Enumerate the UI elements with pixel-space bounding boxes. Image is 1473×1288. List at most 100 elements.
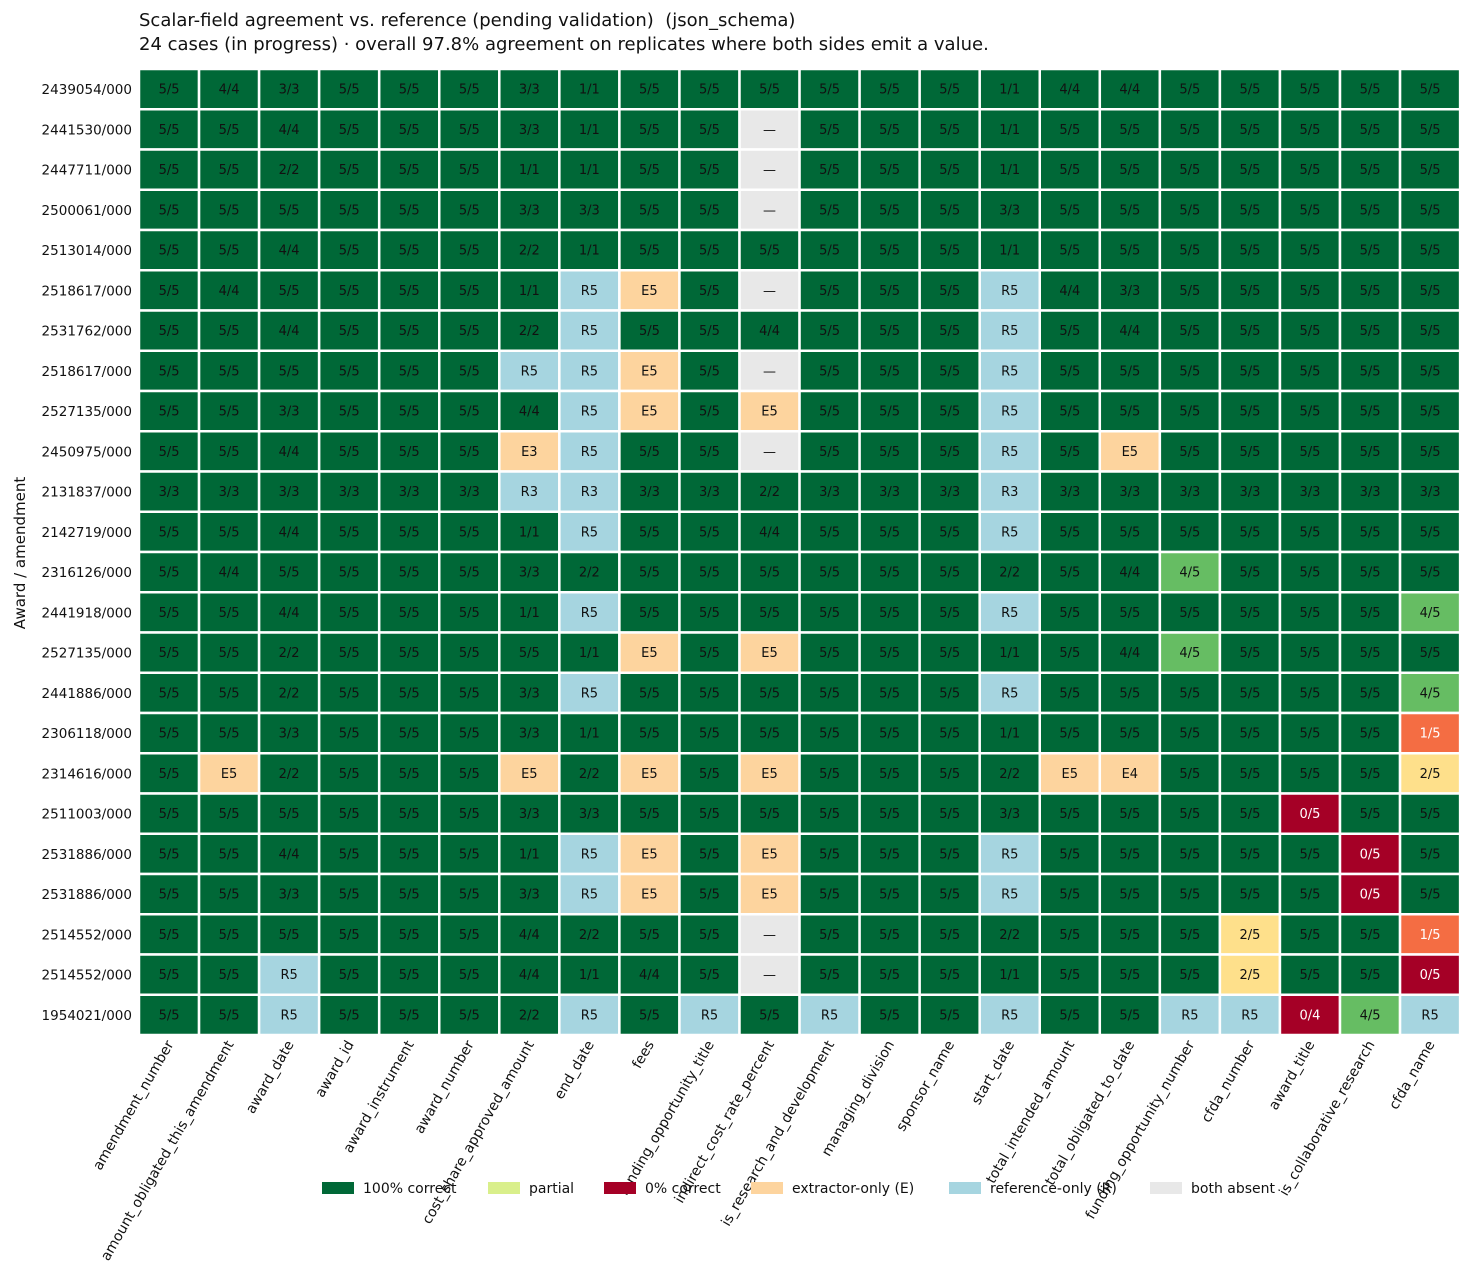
cell-label: 5/5 bbox=[1119, 807, 1140, 822]
cell-label: 5/5 bbox=[219, 928, 240, 943]
cell-label: E5 bbox=[641, 847, 658, 862]
cell-label: 5/5 bbox=[1179, 767, 1200, 782]
cell-label: 4/4 bbox=[519, 968, 540, 983]
cell-label: R5 bbox=[581, 1008, 598, 1023]
cell-label: R5 bbox=[280, 1008, 297, 1023]
cell-label: 3/3 bbox=[579, 203, 600, 218]
cell-label: 5/5 bbox=[159, 566, 180, 581]
cell-label: 5/5 bbox=[1239, 606, 1260, 621]
heatmap-cell bbox=[1218, 671, 1282, 715]
cell-label: R5 bbox=[1001, 324, 1018, 339]
cell-label: 5/5 bbox=[879, 928, 900, 943]
heatmap-cell bbox=[798, 913, 861, 956]
cell-label: 5/5 bbox=[1239, 847, 1260, 862]
heatmap-cell bbox=[438, 993, 501, 1037]
cell-label: 5/5 bbox=[1420, 807, 1441, 822]
heatmap-cell bbox=[1098, 953, 1162, 996]
heatmap-cell bbox=[498, 832, 561, 876]
cell-label: 3/3 bbox=[1360, 485, 1381, 500]
cell-label: 5/5 bbox=[1300, 566, 1321, 581]
column-label: award_date bbox=[243, 1038, 298, 1117]
cell-label: 5/5 bbox=[219, 203, 240, 218]
cell-label: 3/3 bbox=[459, 485, 480, 500]
heatmap-cell bbox=[257, 67, 321, 111]
cell-label: 5/5 bbox=[639, 525, 660, 540]
heatmap-cell bbox=[1218, 953, 1282, 996]
heatmap-cell bbox=[317, 228, 381, 272]
cell-label: 2/2 bbox=[519, 244, 540, 259]
cell-label: 5/5 bbox=[1059, 525, 1080, 540]
cell-label: 3/3 bbox=[279, 727, 300, 742]
cell-label: 5/5 bbox=[699, 405, 720, 420]
heatmap-cell bbox=[438, 550, 501, 594]
legend-swatch bbox=[1150, 1182, 1182, 1194]
cell-label: 5/5 bbox=[879, 163, 900, 178]
cell-label: 5/5 bbox=[1119, 163, 1140, 178]
heatmap-cell bbox=[618, 872, 681, 916]
heatmap-cell bbox=[858, 349, 921, 393]
cell-label: 5/5 bbox=[399, 163, 420, 178]
cell-label: 5/5 bbox=[879, 405, 900, 420]
cell-label: 5/5 bbox=[159, 767, 180, 782]
heatmap-cell bbox=[438, 671, 501, 715]
cell-label: 5/5 bbox=[759, 83, 780, 98]
cell-label: 5/5 bbox=[819, 244, 840, 259]
heatmap-cell bbox=[498, 349, 561, 393]
cell-label: 4/4 bbox=[1119, 566, 1140, 581]
cell-label: 5/5 bbox=[1300, 606, 1321, 621]
cell-label: 5/5 bbox=[879, 727, 900, 742]
cell-label: 0/4 bbox=[1300, 1008, 1321, 1023]
cell-label: 5/5 bbox=[1360, 163, 1381, 178]
heatmap-cell bbox=[678, 711, 741, 755]
cell-label: 5/5 bbox=[1179, 445, 1200, 460]
cell-label: 5/5 bbox=[339, 123, 360, 138]
heatmap-cell bbox=[137, 913, 201, 956]
cell-label: R5 bbox=[1001, 364, 1018, 379]
heatmap-cell bbox=[558, 349, 621, 393]
cell-label: 5/5 bbox=[1420, 163, 1441, 178]
heatmap-cell bbox=[558, 832, 621, 876]
cell-label: 5/5 bbox=[699, 123, 720, 138]
cell-label: 5/5 bbox=[1239, 284, 1260, 299]
cell-label: 1/1 bbox=[579, 968, 600, 983]
heatmap-cell bbox=[1158, 752, 1222, 795]
heatmap-cell bbox=[317, 389, 381, 433]
row-label: 2131837/000 bbox=[42, 485, 132, 501]
cell-label: 5/5 bbox=[759, 686, 780, 701]
heatmap-cell bbox=[1338, 389, 1402, 433]
heatmap-cell bbox=[1398, 269, 1462, 312]
cell-label: 5/5 bbox=[1360, 324, 1381, 339]
cell-label: 5/5 bbox=[339, 364, 360, 379]
row-label: 2518617/000 bbox=[42, 364, 132, 380]
cell-label: 5/5 bbox=[1300, 727, 1321, 742]
legend-swatch bbox=[604, 1182, 636, 1194]
legend-swatch bbox=[322, 1182, 354, 1194]
heatmap-cell bbox=[798, 349, 861, 393]
cell-label: 2/2 bbox=[519, 1008, 540, 1023]
cell-label: 5/5 bbox=[219, 646, 240, 661]
heatmap-cell bbox=[798, 752, 861, 795]
cell-label: 5/5 bbox=[1239, 525, 1260, 540]
cell-label: 5/5 bbox=[819, 163, 840, 178]
heatmap-cell bbox=[1398, 430, 1462, 473]
heatmap-cell bbox=[1098, 550, 1162, 594]
cell-label: R5 bbox=[1001, 525, 1018, 540]
cell-label: 4/4 bbox=[219, 83, 240, 98]
cell-label: 5/5 bbox=[219, 888, 240, 903]
heatmap-cell bbox=[1338, 67, 1402, 111]
cell-label: 5/5 bbox=[459, 123, 480, 138]
heatmap-cell bbox=[1278, 993, 1342, 1037]
cell-label: 5/5 bbox=[1239, 83, 1260, 98]
legend-label: reference-only (R) bbox=[990, 1181, 1117, 1197]
cell-label: 5/5 bbox=[339, 847, 360, 862]
row-label: 2513014/000 bbox=[42, 243, 132, 259]
heatmap-cell bbox=[498, 711, 561, 755]
cell-label: 5/5 bbox=[879, 968, 900, 983]
heatmap-cell bbox=[1398, 67, 1462, 111]
cell-label: 5/5 bbox=[1239, 163, 1260, 178]
heatmap-cell bbox=[1218, 148, 1282, 191]
heatmap-cell bbox=[1158, 953, 1222, 996]
cell-label: 5/5 bbox=[699, 928, 720, 943]
heatmap-cell bbox=[618, 349, 681, 393]
heatmap-cell bbox=[137, 148, 201, 191]
